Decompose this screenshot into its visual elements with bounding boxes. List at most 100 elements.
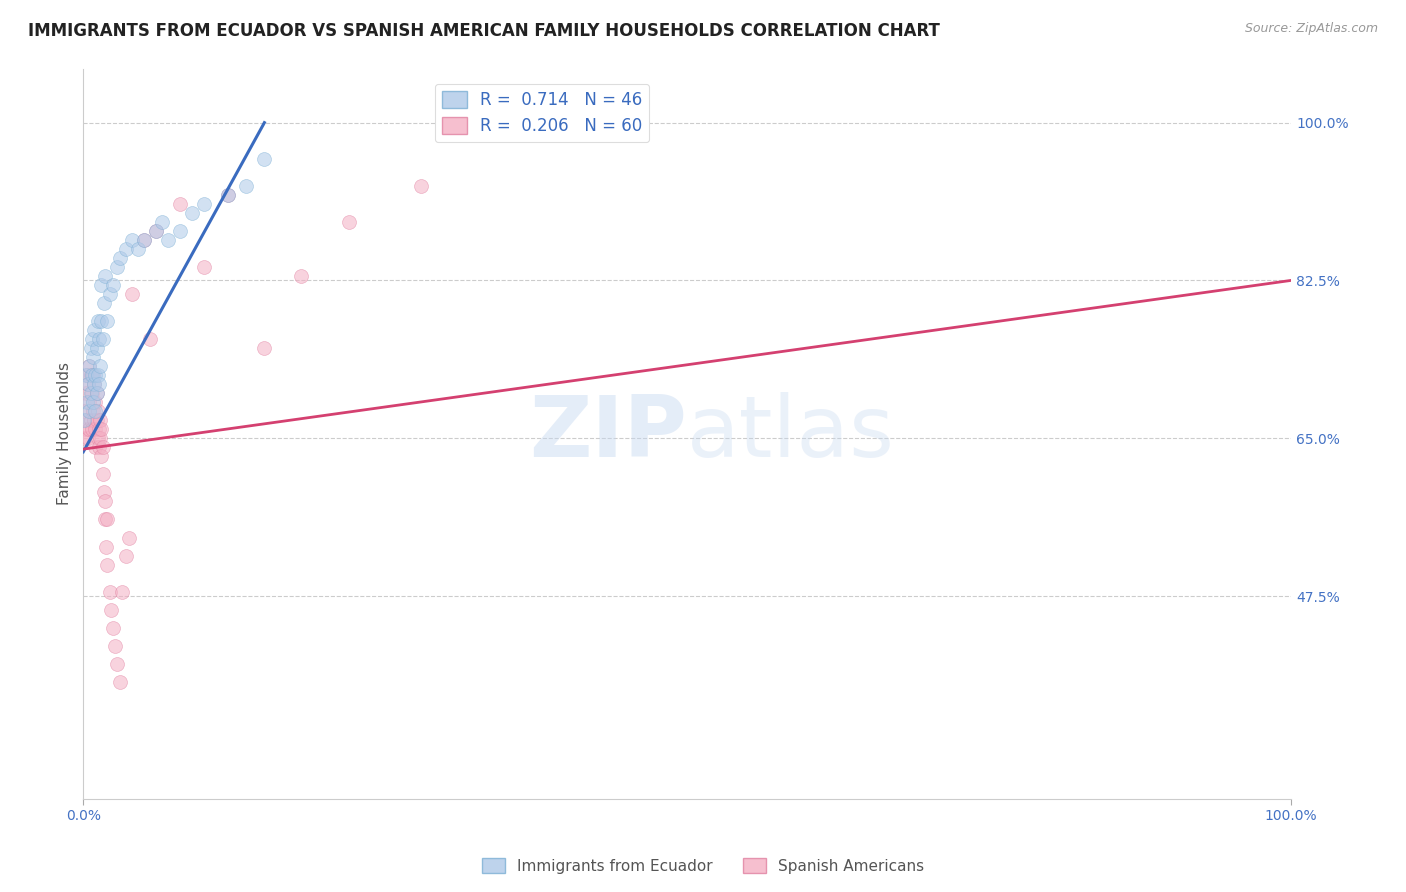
Point: [100, 602, 122, 616]
Point: [83, 323, 105, 337]
Point: [79, 368, 101, 383]
Point: [82, 350, 104, 364]
Point: [84, 404, 107, 418]
Point: [96, 314, 118, 328]
Text: IMMIGRANTS FROM ECUADOR VS SPANISH AMERICAN FAMILY HOUSEHOLDS CORRELATION CHART: IMMIGRANTS FROM ECUADOR VS SPANISH AMERI…: [28, 22, 941, 40]
Point: [79, 386, 101, 401]
Point: [89, 359, 111, 373]
Point: [73, 431, 96, 445]
Point: [253, 341, 276, 355]
Point: [90, 450, 112, 464]
Y-axis label: Family Households: Family Households: [58, 362, 72, 505]
Point: [121, 233, 143, 247]
Point: [411, 178, 433, 193]
Point: [82, 395, 104, 409]
Point: [79, 422, 101, 436]
Point: [84, 440, 107, 454]
Point: [86, 341, 108, 355]
Point: [83, 377, 105, 392]
Point: [80, 332, 103, 346]
Point: [111, 584, 134, 599]
Point: [114, 549, 136, 563]
Point: [96, 540, 118, 554]
Point: [80, 386, 103, 401]
Point: [114, 242, 136, 256]
Point: [82, 368, 104, 383]
Point: [87, 404, 110, 418]
Point: [73, 413, 96, 427]
Point: [94, 268, 117, 283]
Point: [75, 386, 97, 401]
Point: [87, 332, 110, 346]
Legend: R =  0.714   N = 46, R =  0.206   N = 60: R = 0.714 N = 46, R = 0.206 N = 60: [434, 84, 650, 142]
Point: [84, 422, 107, 436]
Point: [138, 332, 160, 346]
Point: [73, 404, 96, 418]
Point: [132, 233, 155, 247]
Point: [145, 224, 167, 238]
Point: [86, 413, 108, 427]
Point: [77, 377, 100, 392]
Point: [87, 422, 110, 436]
Point: [98, 287, 121, 301]
Point: [193, 196, 215, 211]
Point: [79, 395, 101, 409]
Point: [80, 422, 103, 436]
Legend: Immigrants from Ecuador, Spanish Americans: Immigrants from Ecuador, Spanish America…: [475, 852, 931, 880]
Text: ZIP: ZIP: [529, 392, 688, 475]
Point: [77, 431, 100, 445]
Text: atlas: atlas: [688, 392, 896, 475]
Point: [121, 287, 143, 301]
Point: [253, 152, 276, 166]
Point: [87, 440, 110, 454]
Point: [79, 341, 101, 355]
Point: [91, 332, 114, 346]
Point: [77, 377, 100, 392]
Point: [91, 467, 114, 482]
Point: [98, 584, 121, 599]
Point: [89, 413, 111, 427]
Point: [76, 395, 98, 409]
Point: [90, 422, 112, 436]
Point: [105, 260, 128, 274]
Point: [84, 395, 107, 409]
Point: [169, 196, 191, 211]
Point: [87, 431, 110, 445]
Point: [169, 224, 191, 238]
Point: [84, 368, 107, 383]
Point: [80, 368, 103, 383]
Point: [90, 314, 112, 328]
Point: [79, 359, 101, 373]
Point: [87, 314, 110, 328]
Point: [108, 674, 131, 689]
Point: [83, 413, 105, 427]
Point: [93, 485, 115, 500]
Point: [127, 242, 149, 256]
Point: [79, 413, 101, 427]
Point: [217, 187, 239, 202]
Point: [90, 277, 112, 292]
Point: [150, 215, 173, 229]
Point: [290, 268, 312, 283]
Point: [86, 386, 108, 401]
Point: [93, 296, 115, 310]
Point: [86, 386, 108, 401]
Point: [83, 377, 105, 392]
Point: [104, 639, 127, 653]
Point: [217, 187, 239, 202]
Point: [75, 368, 97, 383]
Point: [145, 224, 167, 238]
Point: [105, 657, 128, 671]
Point: [337, 215, 360, 229]
Point: [87, 368, 110, 383]
Point: [91, 440, 114, 454]
Point: [75, 422, 97, 436]
Point: [235, 178, 257, 193]
Point: [118, 531, 141, 545]
Point: [156, 233, 179, 247]
Point: [103, 621, 125, 635]
Point: [79, 359, 101, 373]
Point: [96, 558, 118, 572]
Point: [96, 512, 118, 526]
Point: [76, 413, 98, 427]
